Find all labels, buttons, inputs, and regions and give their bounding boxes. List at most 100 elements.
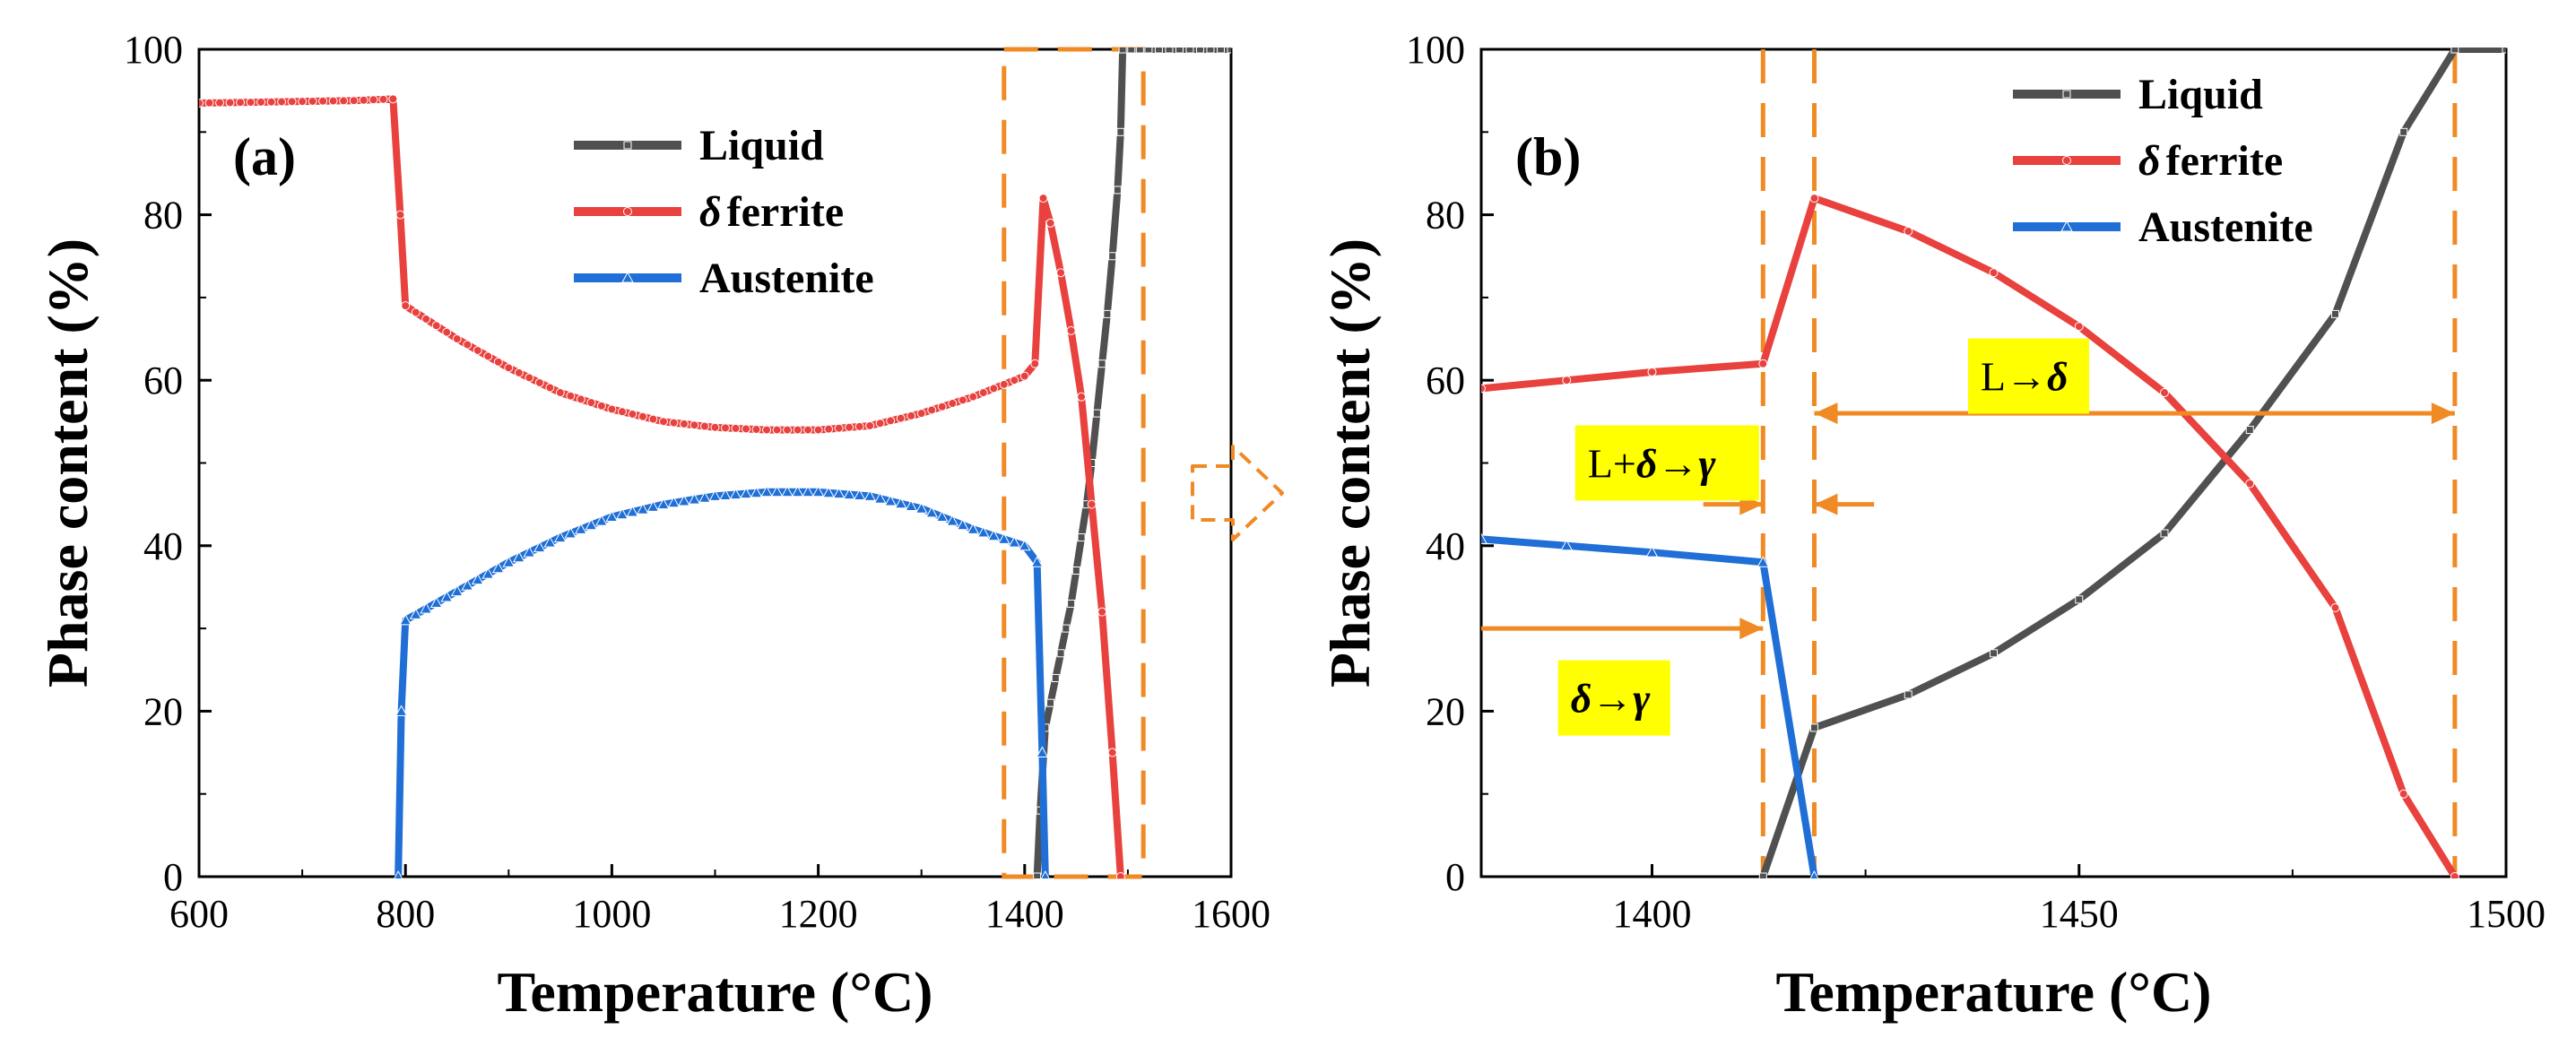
data-point xyxy=(554,531,567,543)
y-tick-label: 20 xyxy=(1426,689,1465,733)
data-point xyxy=(679,419,689,428)
panel-b: 1400 1450 1500 0 20 40 60 80 100 Temperature (°C)… xyxy=(1318,28,2546,1024)
x-tick-label: 1200 xyxy=(779,892,858,936)
data-point xyxy=(1062,624,1071,633)
data-point xyxy=(811,485,825,497)
series-line-liquid xyxy=(1759,48,2506,878)
legend-marker xyxy=(2060,220,2073,232)
data-point xyxy=(512,550,525,563)
data-point xyxy=(976,525,990,538)
data-point xyxy=(1036,746,1049,758)
data-point xyxy=(927,405,937,415)
data-point xyxy=(523,546,536,558)
data-point xyxy=(1118,48,1127,54)
data-point xyxy=(916,409,926,419)
data-point xyxy=(865,420,875,430)
data-point xyxy=(1071,566,1080,575)
data-point xyxy=(1097,359,1106,368)
y-axis-title: Phase content (%) xyxy=(1318,238,1382,688)
data-point xyxy=(854,421,864,431)
data-point xyxy=(845,422,854,432)
data-point xyxy=(429,596,443,608)
data-point xyxy=(1990,649,1998,658)
legend-item-liquid: Liquid xyxy=(574,122,824,169)
data-point xyxy=(1127,48,1136,54)
data-point xyxy=(875,419,885,428)
data-point xyxy=(783,425,793,435)
data-point xyxy=(967,523,980,534)
data-point xyxy=(555,388,565,398)
data-point xyxy=(586,398,596,408)
data-point xyxy=(471,573,484,585)
data-point xyxy=(834,423,844,433)
data-point xyxy=(669,418,679,428)
data-point xyxy=(395,210,405,220)
legend-text: ferrite xyxy=(2166,137,2284,185)
annotation-bg xyxy=(1557,660,1670,736)
data-point xyxy=(1108,252,1117,261)
legend-item-austenite: Austenite xyxy=(2013,203,2313,251)
data-point xyxy=(997,532,1010,544)
data-point xyxy=(225,98,235,108)
data-point xyxy=(1647,367,1657,376)
data-point xyxy=(678,494,690,506)
series-line-liquid xyxy=(1033,48,1231,878)
data-point xyxy=(1033,872,1042,878)
arrow-gap-right-arrow xyxy=(1814,493,1875,515)
data-point xyxy=(533,541,546,553)
data-point xyxy=(215,98,225,108)
data-point xyxy=(1144,48,1153,54)
data-point xyxy=(204,98,214,108)
data-point xyxy=(2075,595,2084,604)
data-point xyxy=(1216,48,1225,54)
data-point xyxy=(751,425,761,435)
panel-a: 600 800 1000 1200 1400 1600 0 20 40 60 80 100 Temper… xyxy=(36,28,1271,1024)
data-point xyxy=(1809,194,1819,203)
data-point xyxy=(648,414,658,424)
annotation-symbol: δ xyxy=(2047,354,2069,400)
data-point xyxy=(1010,376,1019,385)
data-point xyxy=(2331,309,2339,318)
data-point xyxy=(781,485,794,497)
annotation-text: L→δ xyxy=(1981,354,2069,400)
data-point xyxy=(502,556,516,567)
data-point xyxy=(1087,499,1097,509)
data-point xyxy=(298,97,308,107)
data-point xyxy=(824,424,834,434)
data-point xyxy=(1107,748,1117,757)
annotation-prefix: L+ xyxy=(1588,441,1636,487)
data-point xyxy=(740,487,752,499)
data-point xyxy=(1030,359,1040,368)
arrow-head xyxy=(1814,402,1838,425)
data-point xyxy=(575,523,587,534)
data-point xyxy=(762,425,772,435)
series-line-austenite xyxy=(395,488,1049,878)
y-tick-label: 80 xyxy=(1426,194,1465,238)
data-point xyxy=(595,515,608,526)
data-point xyxy=(1040,869,1050,878)
data-point xyxy=(688,493,701,505)
data-point xyxy=(863,489,876,501)
data-point xyxy=(1175,48,1184,54)
data-point xyxy=(2160,388,2169,398)
data-point xyxy=(596,401,606,411)
data-point xyxy=(1019,371,1029,381)
x-tick-label: 1600 xyxy=(1192,892,1271,936)
legend-marker xyxy=(623,207,632,216)
data-point xyxy=(803,425,813,435)
x-tick-label: 1450 xyxy=(2040,892,2119,936)
x-tick-label: 1500 xyxy=(2467,892,2546,936)
data-point xyxy=(514,368,524,377)
legend-item-austenite: Austenite xyxy=(574,255,874,302)
data-point xyxy=(719,489,732,500)
legend-label: Liquid xyxy=(699,122,824,169)
data-point xyxy=(1809,723,1818,732)
annotation-bg xyxy=(1967,338,2089,414)
data-point xyxy=(1008,536,1021,548)
data-point xyxy=(525,373,534,383)
data-point xyxy=(721,423,731,433)
transition-arrow xyxy=(1191,445,1284,541)
data-point xyxy=(566,391,576,401)
data-point xyxy=(742,424,751,434)
transition-arrow-icon xyxy=(1191,445,1284,541)
